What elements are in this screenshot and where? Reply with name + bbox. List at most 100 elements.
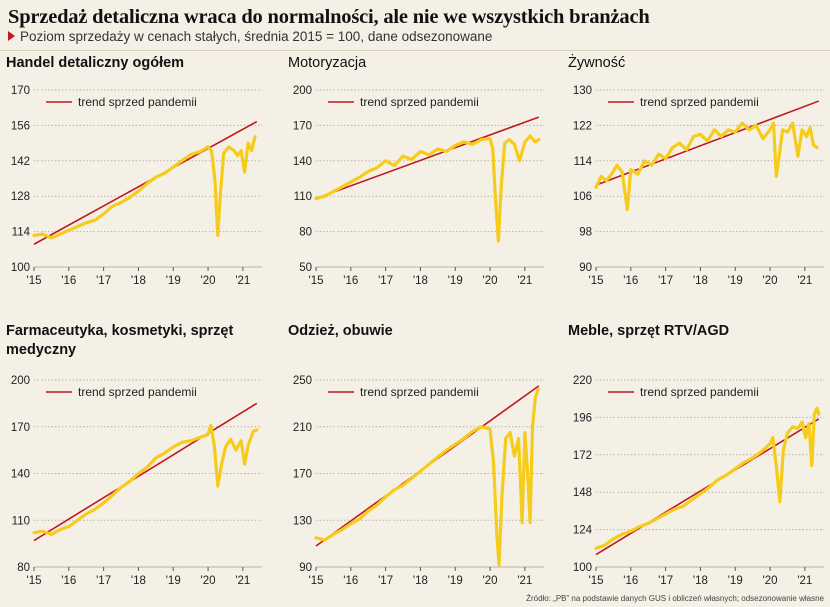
data-point	[707, 486, 711, 489]
x-tick-label: '19	[728, 275, 743, 287]
data-point	[488, 427, 492, 431]
data-point	[76, 519, 79, 522]
page-title: Sprzedaż detaliczna wraca do normalności…	[8, 6, 650, 28]
x-tick-label: '17	[96, 575, 111, 587]
y-tick-label: 124	[573, 525, 593, 537]
data-point	[172, 165, 175, 169]
x-tick-label: '17	[658, 275, 673, 287]
y-tick-label: 140	[293, 156, 312, 168]
data-point	[499, 185, 503, 188]
data-point	[367, 509, 370, 513]
data-point	[41, 232, 44, 236]
data-point	[32, 531, 36, 534]
chart-svg: 90 130 170 210 250 '15 '16 '17 '18 '19 '20 '21 trend…	[293, 375, 544, 587]
trend-line	[595, 418, 820, 556]
x-tick-label: '15	[309, 275, 324, 287]
data-point	[198, 436, 201, 439]
data-point	[594, 186, 598, 189]
y-tick-label: 170	[11, 85, 30, 97]
data-point	[808, 126, 812, 129]
data-point	[594, 547, 598, 550]
data-point	[810, 464, 814, 467]
data-point	[520, 521, 524, 524]
data-point	[220, 464, 223, 467]
header-divider	[0, 50, 830, 51]
y-tick-label: 200	[11, 375, 30, 387]
data-point	[647, 522, 650, 525]
sales-series-line	[594, 406, 821, 550]
data-point	[800, 128, 804, 132]
sales-series-line	[32, 423, 259, 536]
data-point	[650, 164, 653, 167]
data-point	[232, 149, 236, 152]
data-point	[93, 219, 97, 222]
chart-title: Meble, sprzęt RTV/AGD	[568, 323, 730, 339]
data-point	[815, 406, 819, 410]
data-point	[480, 425, 483, 428]
chart-svg: 90 98 106 114 122 130 '15 '16 '17 '18 '19 '20 '21 tre…	[573, 85, 824, 287]
data-point	[67, 525, 71, 528]
legend-label: trend sprzed pandemii	[78, 385, 197, 399]
data-point	[692, 135, 695, 138]
data-point	[314, 197, 318, 200]
data-point	[213, 444, 216, 447]
x-tick-label: '20	[483, 275, 498, 287]
x-tick-label: '15	[309, 575, 324, 587]
legend-label: trend sprzed pandemii	[360, 95, 479, 109]
data-point	[239, 149, 243, 152]
data-point	[742, 461, 746, 464]
data-point	[734, 467, 737, 471]
data-point	[154, 176, 158, 179]
data-point	[517, 437, 520, 440]
data-point	[626, 208, 629, 211]
data-point	[537, 138, 540, 141]
y-tick-label: 106	[573, 191, 592, 203]
data-point	[445, 150, 448, 153]
y-tick-label: 196	[573, 412, 592, 424]
x-tick-label: '18	[693, 275, 708, 287]
x-tick-label: '18	[131, 575, 146, 587]
data-point	[462, 437, 466, 440]
x-tick-label: '21	[517, 575, 532, 587]
x-tick-label: '20	[763, 275, 778, 287]
data-point	[454, 443, 457, 446]
data-point	[791, 121, 794, 125]
data-point	[384, 159, 387, 162]
data-point	[358, 176, 361, 179]
data-point	[655, 517, 659, 520]
sales-series-line	[32, 135, 257, 240]
data-point	[643, 159, 646, 162]
data-point	[491, 147, 495, 151]
y-tick-label: 114	[574, 156, 593, 168]
data-point	[436, 455, 440, 459]
data-point	[189, 439, 192, 442]
data-point	[796, 427, 800, 430]
x-tick-label: '15	[589, 575, 604, 587]
data-point	[531, 425, 534, 428]
data-point	[494, 195, 497, 198]
data-point	[239, 439, 243, 442]
data-point	[536, 388, 540, 391]
data-point	[775, 464, 778, 467]
data-point	[754, 124, 758, 127]
data-point	[384, 495, 387, 499]
data-point	[495, 536, 499, 539]
x-tick-label: '15	[27, 275, 42, 287]
data-point	[492, 460, 495, 464]
data-point	[768, 128, 772, 132]
data-point	[657, 152, 660, 156]
data-point	[206, 433, 210, 436]
data-point	[58, 528, 62, 531]
x-tick-label: '18	[131, 275, 146, 287]
y-tick-label: 128	[11, 191, 30, 203]
y-tick-label: 210	[293, 422, 312, 434]
data-point	[605, 179, 608, 182]
data-point	[509, 431, 512, 434]
data-point	[671, 146, 674, 149]
x-tick-label: '17	[378, 575, 393, 587]
y-tick-label: 90	[299, 562, 312, 574]
data-point	[786, 130, 789, 134]
data-point	[636, 172, 639, 176]
data-point	[751, 456, 754, 460]
data-point	[620, 170, 624, 174]
